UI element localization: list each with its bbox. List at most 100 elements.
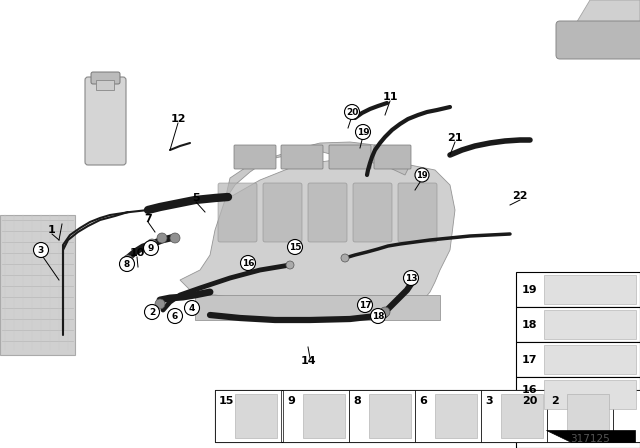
Text: 20: 20 [522,396,538,405]
Bar [481,390,547,442]
FancyBboxPatch shape [308,183,347,242]
Text: 2: 2 [551,396,559,406]
FancyBboxPatch shape [353,183,392,242]
Circle shape [33,242,49,258]
Bar [235,394,277,438]
FancyBboxPatch shape [85,77,126,165]
Text: 7: 7 [144,214,152,224]
Circle shape [143,241,159,255]
Circle shape [373,311,383,321]
Text: 8: 8 [353,396,361,406]
Text: 9: 9 [287,396,295,406]
Text: 2: 2 [149,307,155,316]
Bar [516,413,640,448]
FancyBboxPatch shape [91,72,120,84]
FancyBboxPatch shape [234,145,276,169]
Text: 15: 15 [219,396,234,406]
Text: 21: 21 [447,133,463,143]
FancyBboxPatch shape [329,145,371,169]
Circle shape [170,233,180,243]
Bar [516,307,640,342]
Text: 10: 10 [129,248,145,258]
Text: 16: 16 [242,258,254,267]
Text: 8: 8 [124,259,130,268]
FancyBboxPatch shape [263,183,302,242]
Polygon shape [180,158,455,310]
Text: 12: 12 [170,114,186,124]
Circle shape [147,239,157,249]
Bar [369,394,411,438]
Text: 16: 16 [522,384,538,395]
Bar [547,390,613,442]
Polygon shape [560,0,640,50]
Bar [613,390,640,442]
Bar [567,394,609,438]
Circle shape [120,257,134,271]
Circle shape [157,233,167,243]
Text: 22: 22 [512,191,528,201]
Text: 17: 17 [358,301,371,310]
Bar [283,390,349,442]
Bar [303,394,345,438]
Bar [516,377,640,412]
Text: 9: 9 [148,244,154,253]
Circle shape [123,255,133,265]
Bar [96,80,114,90]
Bar [544,275,636,304]
Circle shape [184,301,200,315]
Text: 15: 15 [289,242,301,251]
Circle shape [286,261,294,269]
Text: 3: 3 [485,396,493,406]
Circle shape [344,104,360,120]
Circle shape [341,254,349,262]
Text: 4: 4 [189,303,195,313]
Text: 20: 20 [346,108,358,116]
Text: 19: 19 [416,171,428,180]
Bar [544,345,636,374]
Circle shape [415,168,429,182]
Bar [501,394,543,438]
Text: 6: 6 [172,311,178,320]
FancyBboxPatch shape [398,183,437,242]
Circle shape [243,258,253,268]
Bar [544,380,636,409]
Bar [544,310,636,339]
Bar [516,272,640,307]
Bar [349,390,415,442]
Bar [215,390,640,442]
Text: 317125: 317125 [570,434,610,444]
Circle shape [380,307,390,317]
Bar [215,390,281,442]
Bar [516,342,640,377]
Text: 13: 13 [404,273,417,283]
Circle shape [145,305,159,319]
Text: 5: 5 [192,193,200,203]
FancyBboxPatch shape [556,21,640,59]
Circle shape [168,309,182,323]
Polygon shape [546,430,635,442]
Text: 11: 11 [382,92,397,102]
Text: 1: 1 [48,225,56,235]
Text: 17: 17 [522,354,538,365]
Circle shape [403,271,419,285]
FancyBboxPatch shape [281,145,323,169]
Text: 19: 19 [522,284,538,294]
Circle shape [287,240,303,254]
Circle shape [241,255,255,271]
Circle shape [355,125,371,139]
FancyBboxPatch shape [218,183,257,242]
Text: 18: 18 [372,311,384,320]
Polygon shape [0,215,75,355]
Polygon shape [225,142,410,200]
Bar [435,394,477,438]
Polygon shape [195,295,440,320]
Text: 19: 19 [356,128,369,137]
Text: 14: 14 [300,356,316,366]
FancyBboxPatch shape [374,145,411,169]
Circle shape [371,309,385,323]
Text: 3: 3 [38,246,44,254]
Bar [415,390,481,442]
Text: 6: 6 [419,396,427,406]
Circle shape [155,299,165,309]
Text: 18: 18 [522,319,538,329]
